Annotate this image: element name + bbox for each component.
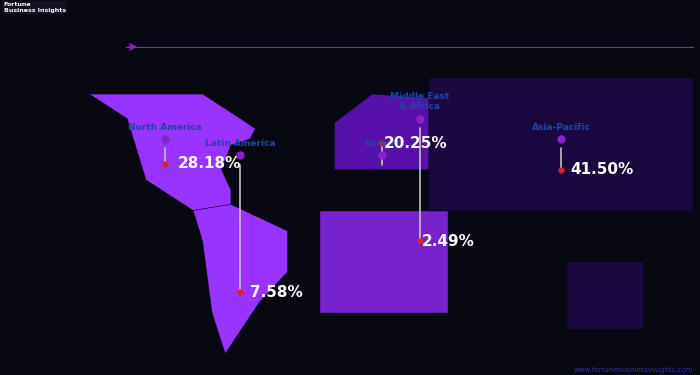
- Text: Fortune
Business Insights: Fortune Business Insights: [4, 2, 66, 13]
- Polygon shape: [319, 210, 448, 313]
- Polygon shape: [36, 94, 256, 210]
- Text: Middle East
& Africa: Middle East & Africa: [390, 92, 449, 111]
- Text: 2.49%: 2.49%: [421, 234, 475, 249]
- Text: 7.58%: 7.58%: [250, 285, 302, 300]
- Text: 20.25%: 20.25%: [384, 136, 447, 151]
- Text: Latin America: Latin America: [205, 139, 276, 148]
- Text: Europe: Europe: [364, 139, 400, 148]
- Text: Asia-Pacific: Asia-Pacific: [531, 123, 590, 132]
- Polygon shape: [335, 94, 429, 170]
- Text: North America: North America: [128, 123, 202, 132]
- Polygon shape: [193, 204, 288, 354]
- Polygon shape: [566, 262, 644, 329]
- Text: www.fortunebusinessinsights.com: www.fortunebusinessinsights.com: [573, 367, 693, 373]
- Polygon shape: [429, 78, 693, 210]
- Text: 28.18%: 28.18%: [178, 156, 242, 171]
- Text: 41.50%: 41.50%: [570, 162, 634, 177]
